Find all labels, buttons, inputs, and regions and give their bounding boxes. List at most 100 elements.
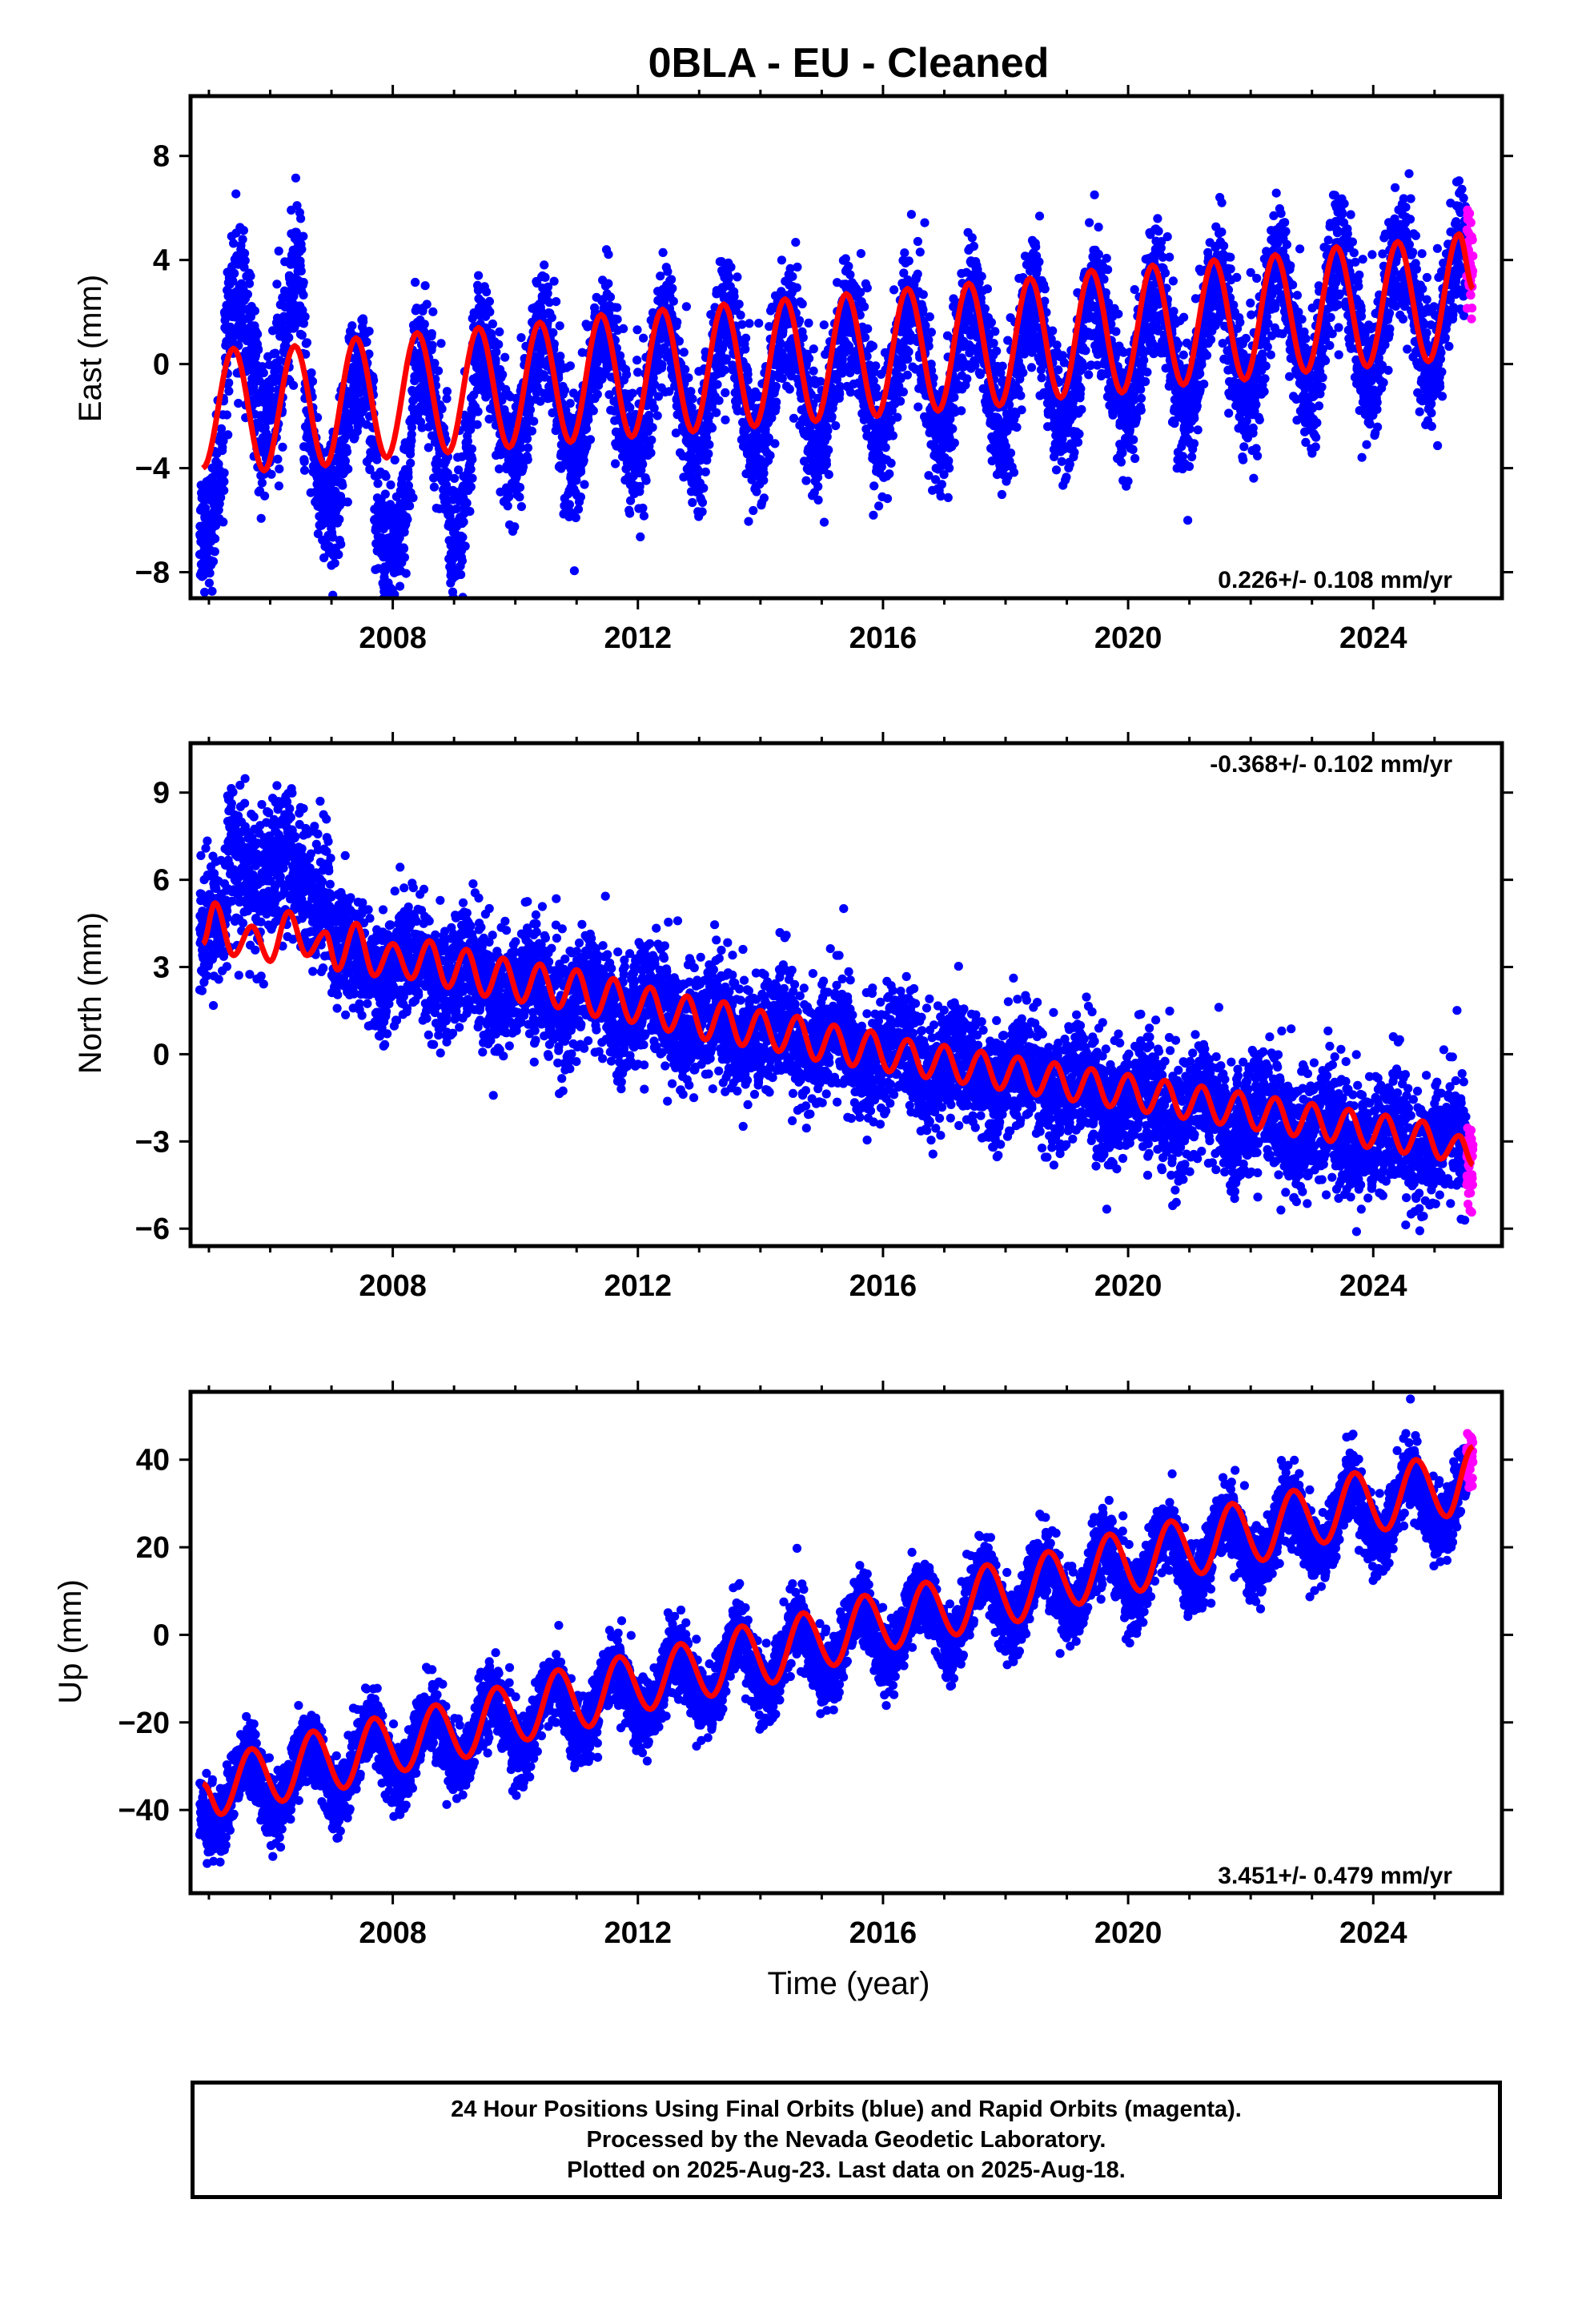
- east-final-orbit-point: [1006, 448, 1016, 458]
- east-final-orbit-point: [863, 324, 873, 334]
- east-final-orbit-point: [463, 436, 473, 446]
- east-final-orbit-point: [1034, 211, 1045, 221]
- east-final-orbit-point: [246, 271, 255, 281]
- east-final-orbit-point: [1076, 384, 1086, 393]
- east-final-orbit-point: [556, 352, 565, 361]
- east-final-orbit-point: [669, 296, 678, 306]
- east-final-orbit-point: [668, 283, 677, 293]
- east-final-orbit-point: [219, 476, 229, 486]
- east-final-orbit-point: [291, 227, 301, 237]
- east-final-orbit-point: [657, 360, 667, 370]
- east-final-orbit-point: [759, 468, 769, 478]
- east-final-orbit-point: [611, 459, 620, 468]
- east-final-orbit-point: [1084, 370, 1094, 380]
- east-final-orbit-point: [515, 483, 525, 493]
- east-final-orbit-point: [307, 376, 318, 386]
- east-final-orbit-point: [300, 312, 310, 322]
- east-final-orbit-point: [777, 255, 787, 265]
- east-final-orbit-point: [921, 320, 930, 331]
- east-final-orbit-point: [405, 449, 416, 459]
- east-final-orbit-point: [871, 361, 881, 371]
- east-final-orbit-point: [257, 478, 267, 488]
- east-final-orbit-point: [925, 312, 934, 322]
- east-final-orbit-point: [408, 493, 418, 503]
- east-final-orbit-point: [805, 354, 814, 364]
- east-final-orbit-point: [291, 173, 300, 183]
- east-final-orbit-point: [460, 541, 470, 551]
- east-final-orbit-point: [697, 507, 707, 517]
- east-final-orbit-point: [250, 306, 259, 316]
- east-final-orbit-point: [380, 607, 389, 616]
- east-final-orbit-point: [401, 569, 411, 578]
- east-final-orbit-point: [926, 328, 936, 337]
- east-final-orbit-point: [364, 349, 374, 359]
- east-final-orbit-point: [437, 404, 447, 414]
- east-final-orbit-point: [297, 244, 307, 254]
- east-final-orbit-point: [452, 504, 461, 514]
- east-final-orbit-point: [290, 320, 300, 330]
- east-final-orbit-point: [450, 473, 460, 484]
- east-final-orbit-point: [307, 368, 316, 378]
- east-final-orbit-point: [726, 263, 736, 272]
- east-final-orbit-point: [274, 246, 283, 256]
- east-final-orbit-point: [619, 324, 628, 333]
- east-final-orbit-point: [436, 339, 446, 348]
- east-final-orbit-point: [913, 402, 923, 412]
- east-final-orbit-point: [605, 292, 616, 302]
- east-final-orbit-point: [540, 272, 550, 282]
- east-final-orbit-point: [785, 384, 794, 394]
- east-final-orbit-point: [210, 547, 219, 557]
- east-final-orbit-point: [239, 226, 248, 235]
- east-final-orbit-point: [347, 321, 357, 331]
- east-final-orbit-point: [641, 476, 651, 485]
- east-final-orbit-point: [231, 189, 241, 199]
- east-final-orbit-point: [403, 514, 412, 525]
- east-final-orbit-point: [382, 605, 391, 613]
- east-final-orbit-point: [576, 493, 586, 502]
- east-final-orbit-point: [204, 578, 214, 588]
- east-final-orbit-point: [918, 290, 928, 300]
- east-final-orbit-point: [945, 463, 954, 473]
- east-final-orbit-point: [240, 248, 250, 258]
- east-final-orbit-point: [548, 328, 558, 337]
- east-final-orbit-point: [902, 370, 912, 380]
- east-final-orbit-point: [770, 439, 780, 448]
- east-final-orbit-point: [998, 361, 1007, 371]
- east-final-orbit-point: [1040, 284, 1050, 294]
- east-final-orbit-point: [565, 399, 575, 408]
- east-final-orbit-point: [712, 408, 721, 417]
- east-final-orbit-point: [943, 493, 953, 503]
- east-final-orbit-point: [216, 424, 227, 433]
- east-final-orbit-point: [989, 339, 998, 348]
- east-final-orbit-point: [1074, 429, 1084, 439]
- east-final-orbit-point: [420, 281, 430, 291]
- east-final-orbit-point: [1034, 257, 1044, 267]
- east-final-orbit-point: [296, 266, 306, 275]
- east-final-orbit-point: [299, 319, 308, 328]
- east-final-orbit-point: [997, 489, 1006, 500]
- east-final-orbit-point: [1062, 472, 1071, 482]
- east-final-orbit-point: [765, 451, 775, 460]
- east-final-orbit-point: [681, 302, 692, 312]
- east-final-orbit-point: [256, 513, 266, 523]
- east-final-orbit-point: [714, 396, 724, 405]
- east-final-orbit-point: [430, 359, 440, 368]
- east-final-orbit-point: [862, 283, 872, 293]
- east-final-orbit-point: [265, 384, 275, 395]
- east-final-orbit-point: [701, 467, 710, 476]
- east-final-orbit-point: [364, 327, 374, 336]
- east-final-orbit-point: [495, 327, 504, 336]
- east-final-orbit-point: [636, 532, 645, 542]
- east-final-orbit-point: [673, 317, 682, 327]
- east-final-orbit-point: [1085, 218, 1094, 227]
- east-final-orbit-point: [957, 406, 966, 416]
- east-final-orbit-point: [612, 303, 622, 312]
- east-final-orbit-point: [688, 394, 697, 404]
- east-final-orbit-point: [345, 427, 355, 436]
- east-final-orbit-point: [457, 556, 468, 565]
- east-final-orbit-point: [882, 494, 893, 504]
- east-final-orbit-point: [1026, 363, 1037, 372]
- east-final-orbit-point: [292, 201, 302, 211]
- east-final-orbit-point: [199, 612, 208, 621]
- east-final-orbit-point: [886, 458, 896, 468]
